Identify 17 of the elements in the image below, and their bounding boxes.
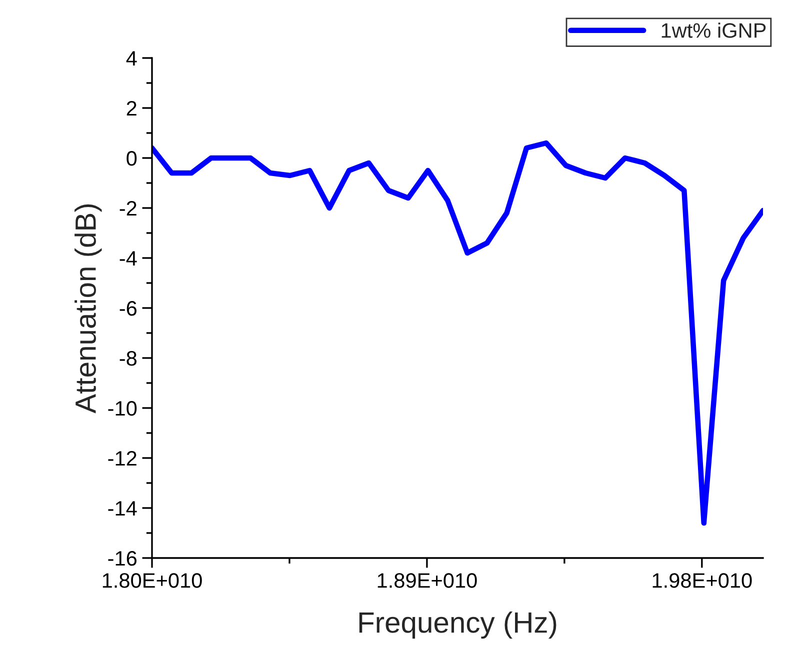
y-tick-label: -14 (108, 501, 137, 516)
y-tick-label: -12 (108, 451, 136, 466)
x-tick-label: 1.98E+010 (652, 573, 752, 588)
y-tick-label: -4 (120, 251, 137, 266)
y-tick-label: -16 (108, 551, 137, 566)
x-tick-label: 1.80E+010 (102, 573, 202, 588)
y-tick-label: 2 (126, 101, 136, 116)
y-tick-label: -6 (120, 301, 137, 316)
y-tick-label: -8 (120, 351, 137, 366)
y-tick-label: -10 (108, 401, 137, 416)
y-tick-label: 0 (126, 151, 137, 166)
y-tick-label: 4 (126, 51, 137, 66)
y-axis-title: Attenuation (dB) (74, 204, 102, 414)
y-tick-label: -2 (120, 201, 136, 216)
legend-label: 1wt% iGNP (662, 22, 766, 38)
x-tick-label: 1.89E+010 (378, 573, 477, 588)
x-axis-title: Frequency (Hz) (359, 611, 556, 639)
